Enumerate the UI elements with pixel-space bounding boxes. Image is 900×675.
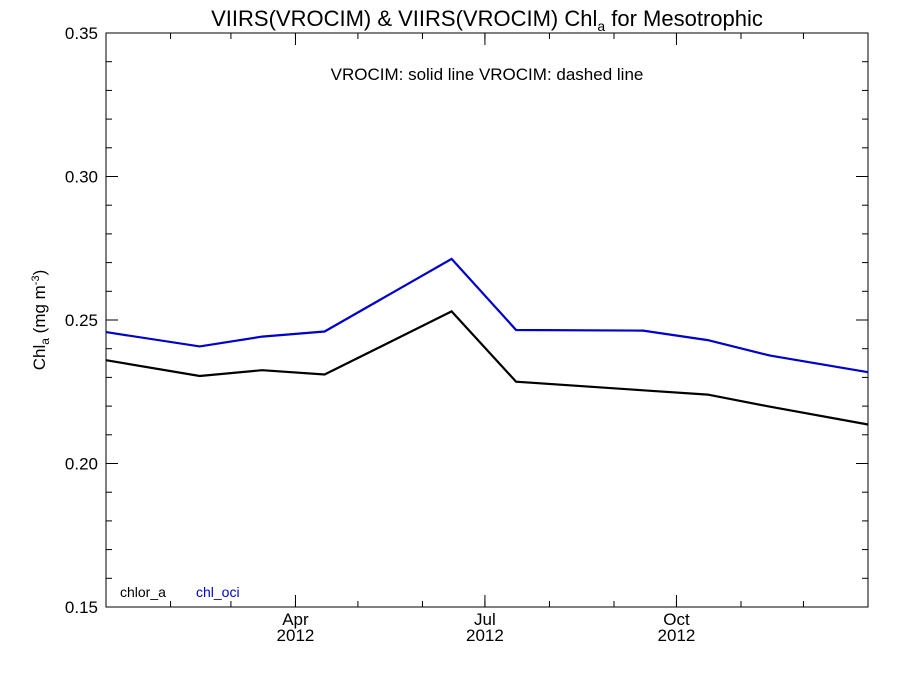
annotation: VROCIM: solid line VROCIM: dashed line bbox=[331, 65, 644, 84]
y-tick-label: 0.25 bbox=[65, 311, 98, 330]
y-tick-label: 0.15 bbox=[65, 598, 98, 617]
series-line-chl-oci bbox=[105, 257, 869, 374]
ylabel-unit-open: (mg m bbox=[30, 285, 49, 338]
x-tick-label-year: 2012 bbox=[277, 626, 315, 645]
ylabel-superscript: -3 bbox=[30, 275, 42, 285]
x-tick-label-year: 2012 bbox=[658, 626, 696, 645]
x-tick-label-year: 2012 bbox=[466, 626, 504, 645]
ylabel-subscript: a bbox=[38, 338, 52, 345]
y-axis-label: Chla (mg m-3) bbox=[30, 270, 52, 371]
series-line-chlor-a bbox=[105, 310, 869, 426]
y-tick-label: 0.20 bbox=[65, 455, 98, 474]
ylabel-unit-close: ) bbox=[30, 270, 49, 276]
chart-title: VIIRS(VROCIM) & VIIRS(VROCIM) Chla for M… bbox=[211, 6, 763, 34]
y-tick-label: 0.35 bbox=[65, 24, 98, 43]
ylabel-base: Chl bbox=[30, 345, 49, 371]
y-tick-label: 0.30 bbox=[65, 168, 98, 187]
x-tick-label-month: Apr bbox=[282, 610, 309, 629]
title-prefix: VIIRS(VROCIM) & VIIRS(VROCIM) Chl bbox=[211, 6, 597, 31]
legend-chlor-a: chlor_a bbox=[120, 584, 166, 600]
x-tick-label-month: Oct bbox=[663, 610, 690, 629]
series-group bbox=[105, 257, 869, 426]
x-tick-label-month: Jul bbox=[474, 610, 496, 629]
y-axis: 0.15 0.20 0.25 0.30 0.35 bbox=[65, 24, 868, 617]
plot-frame bbox=[105, 32, 869, 608]
legend-chl-oci: chl_oci bbox=[196, 584, 240, 600]
title-subscript: a bbox=[597, 18, 605, 34]
title-suffix: for Mesotrophic bbox=[605, 6, 763, 31]
